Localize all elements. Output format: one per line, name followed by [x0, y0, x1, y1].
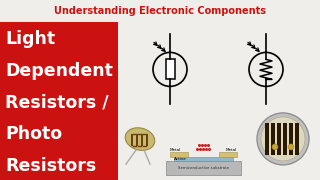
Text: Semiconductive substrate: Semiconductive substrate [178, 166, 229, 170]
Bar [283, 123, 287, 155]
Text: Light: Light [5, 30, 55, 48]
Bar [219, 152, 237, 157]
Bar [295, 123, 299, 155]
Bar [0, 22, 118, 180]
Bar [131, 134, 133, 146]
Text: Understanding Electronic Components: Understanding Electronic Components [54, 6, 266, 16]
Bar [0, 0, 320, 22]
Text: Resistors /: Resistors / [5, 94, 108, 112]
Circle shape [261, 117, 305, 161]
Bar [118, 22, 320, 180]
Text: Metal: Metal [226, 148, 237, 152]
Bar [141, 134, 143, 146]
Bar [289, 123, 293, 155]
Ellipse shape [125, 128, 155, 150]
Circle shape [272, 144, 278, 150]
Bar [165, 59, 174, 79]
Bar [170, 152, 188, 157]
Circle shape [288, 144, 294, 150]
Bar [166, 161, 241, 175]
Bar [277, 123, 281, 155]
Bar [146, 134, 148, 146]
Text: Active: Active [174, 157, 187, 161]
Text: Photo: Photo [5, 125, 62, 143]
Circle shape [257, 113, 309, 165]
Text: Metal: Metal [170, 148, 181, 152]
Bar [271, 123, 275, 155]
Text: Dependent: Dependent [5, 62, 113, 80]
Bar [174, 157, 233, 161]
Bar [136, 134, 138, 146]
Bar [265, 123, 269, 155]
Text: Resistors: Resistors [5, 157, 96, 175]
